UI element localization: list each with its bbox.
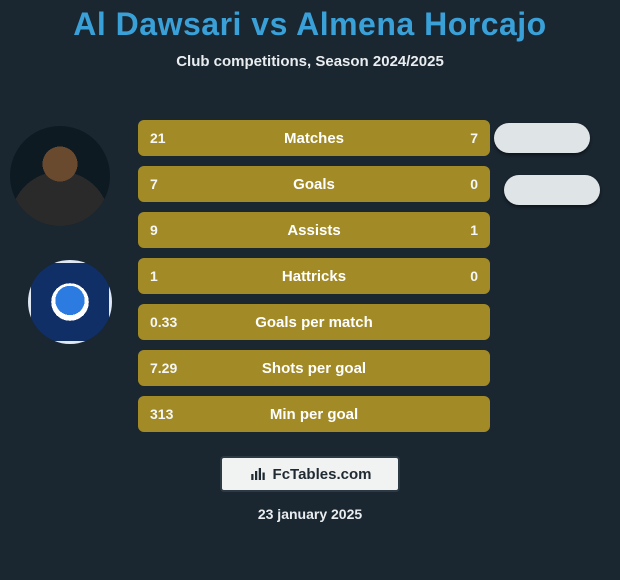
stat-rows: 21 Matches 7 7 Goals 0 9 Assists 1 1 Hat… (138, 120, 490, 442)
stat-left-value: 313 (150, 406, 173, 422)
stat-row: 0.33 Goals per match (138, 304, 490, 340)
club-crest (28, 260, 112, 344)
stat-row: 21 Matches 7 (138, 120, 490, 156)
player-avatar (10, 126, 110, 226)
brand-text: FcTables.com (273, 466, 372, 483)
brand-link[interactable]: FcTables.com (220, 456, 400, 492)
stat-label: Goals per match (255, 314, 373, 331)
stat-left-value: 21 (150, 130, 166, 146)
stat-left-value: 0.33 (150, 314, 177, 330)
stat-left-value: 7.29 (150, 360, 177, 376)
stat-label: Matches (284, 130, 344, 147)
bar-chart-icon (249, 465, 267, 483)
stat-label: Min per goal (270, 406, 358, 423)
stat-right-value: 0 (470, 268, 478, 284)
stat-left-value: 1 (150, 268, 158, 284)
stat-left-value: 9 (150, 222, 158, 238)
opponent-pill-1 (494, 123, 590, 153)
club-crest-icon (28, 260, 112, 344)
content-root: Al Dawsari vs Almena Horcajo Club compet… (0, 0, 620, 580)
stat-row: 313 Min per goal (138, 396, 490, 432)
stat-right-value: 7 (470, 130, 478, 146)
stat-row: 9 Assists 1 (138, 212, 490, 248)
stat-label: Hattricks (282, 268, 346, 285)
stat-right-value: 1 (470, 222, 478, 238)
stat-row: 1 Hattricks 0 (138, 258, 490, 294)
page-title: Al Dawsari vs Almena Horcajo (0, 0, 620, 43)
stat-left-value: 7 (150, 176, 158, 192)
stat-row: 7 Goals 0 (138, 166, 490, 202)
stat-label: Shots per goal (262, 360, 366, 377)
stat-right-value: 0 (470, 176, 478, 192)
player-silhouette-icon (10, 126, 110, 226)
subtitle: Club competitions, Season 2024/2025 (0, 53, 620, 70)
stat-row: 7.29 Shots per goal (138, 350, 490, 386)
footer-date: 23 january 2025 (0, 506, 620, 522)
stat-label: Goals (293, 176, 335, 193)
stat-label: Assists (287, 222, 340, 239)
opponent-pill-2 (504, 175, 600, 205)
